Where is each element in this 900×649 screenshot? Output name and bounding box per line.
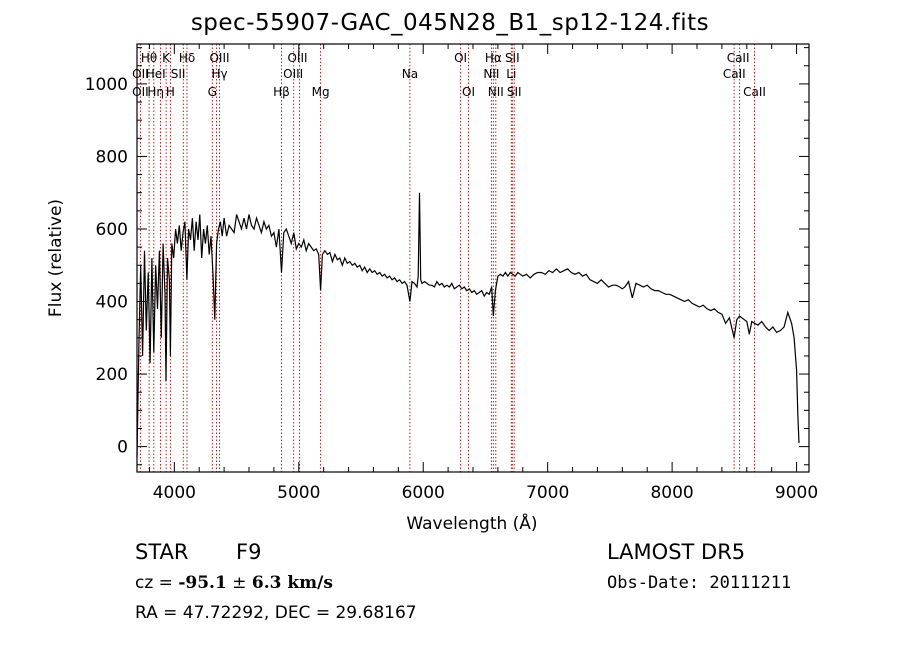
survey-label: LAMOST DR5: [607, 540, 746, 564]
line-label-caii: CaII: [743, 85, 766, 99]
chart-title: spec-55907-GAC_045N28_B1_sp12-124.fits: [190, 10, 710, 36]
line-label-oi: OI: [454, 51, 467, 65]
line-label-oiii: OIII: [287, 51, 307, 65]
x-tick-label: 9000: [775, 483, 818, 503]
line-label-oiii: OIII: [209, 51, 229, 65]
redshift-line: cz = -95.1 ± 6.3 km/s: [135, 573, 333, 593]
line-label-hα: Hα: [485, 51, 502, 65]
line-label-k: K: [162, 51, 171, 65]
line-label-sii: SII: [505, 51, 520, 65]
line-label-g: G: [208, 85, 217, 99]
y-tick-label: 800: [96, 147, 128, 167]
line-label-caii: CaII: [727, 51, 750, 65]
x-tick-label: 4000: [153, 483, 196, 503]
x-tick-label: 5000: [277, 483, 320, 503]
x-tick-label: 7000: [526, 483, 569, 503]
line-label-sii: SII: [507, 85, 522, 99]
cz-units: km/s: [281, 573, 333, 593]
line-label-h: H: [166, 85, 175, 99]
y-tick-label: 1000: [85, 75, 128, 95]
line-label-hη: Hη: [147, 85, 164, 99]
line-label-hei: HeI: [146, 67, 166, 81]
cz-value: -95.1: [178, 573, 227, 593]
y-tick-label: 200: [96, 365, 128, 385]
y-tick-label: 600: [96, 220, 128, 240]
spectrum-line: [136, 192, 800, 458]
line-label-hθ: Hθ: [141, 51, 157, 65]
x-tick-label: 6000: [402, 483, 445, 503]
line-label-caii: CaII: [723, 67, 746, 81]
cz-error: 6.3: [251, 573, 282, 593]
line-label-hδ: Hδ: [179, 51, 195, 65]
ra-dec-coordinates: RA = 47.72292, DEC = 29.68167: [135, 603, 417, 623]
object-subclass: F9: [236, 540, 262, 564]
line-label-mg: Mg: [312, 85, 330, 99]
y-tick-label: 400: [96, 293, 128, 313]
line-label-nii: NII: [488, 85, 504, 99]
line-label-li: Li: [506, 67, 516, 81]
y-axis-ticks: 0 200 400 600 800 1000: [85, 47, 809, 466]
object-class: STAR: [135, 540, 189, 564]
line-label-oiii: OIII: [283, 67, 303, 81]
cz-plus-minus: ±: [226, 573, 252, 593]
y-axis-label: Flux (relative): [46, 199, 66, 317]
line-label-oii: OII: [132, 85, 149, 99]
line-label-sii: SII: [171, 67, 186, 81]
observation-date: Obs-Date: 20111211: [607, 573, 792, 593]
cz-prefix: cz =: [135, 573, 179, 593]
line-label-na: Na: [402, 67, 418, 81]
line-label-hβ: Hβ: [273, 85, 290, 99]
line-label-oi: OI: [462, 85, 475, 99]
x-tick-label: 8000: [650, 483, 693, 503]
line-label-oii: OII: [132, 67, 149, 81]
line-label-hγ: Hγ: [211, 67, 227, 81]
spectral-line-markers: [139, 44, 755, 472]
plot-frame: [136, 43, 810, 473]
y-tick-label: 0: [117, 438, 128, 458]
line-label-nii: NII: [483, 67, 499, 81]
x-axis-label: Wavelength (Å): [406, 512, 537, 534]
x-axis-ticks: 4000 5000 6000 7000 8000 9000: [148, 44, 818, 503]
